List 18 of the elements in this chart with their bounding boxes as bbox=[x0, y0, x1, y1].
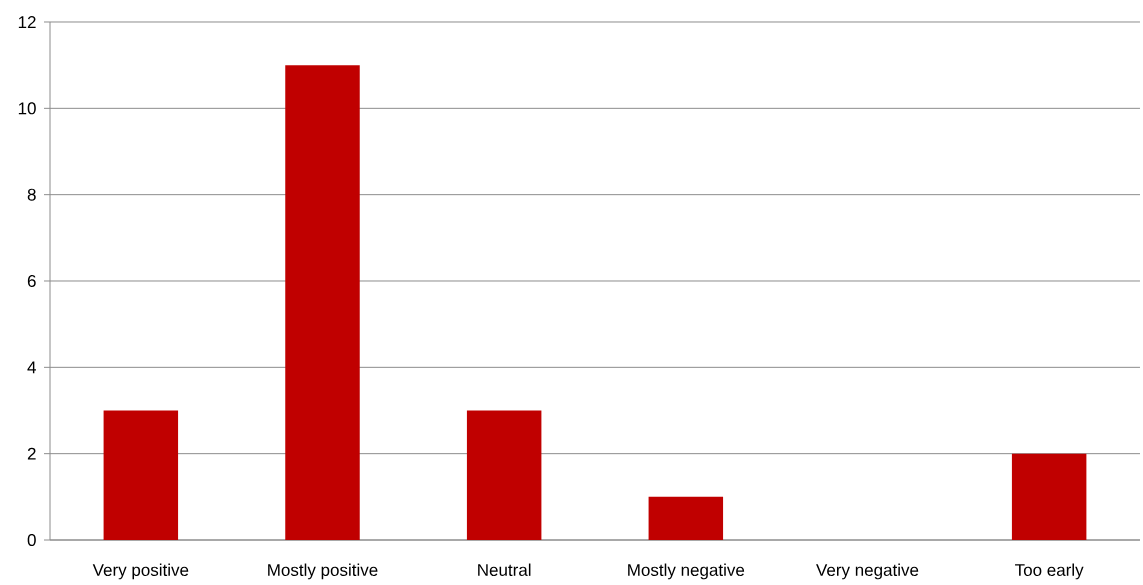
bar bbox=[1011, 453, 1087, 540]
y-tick-label: 6 bbox=[27, 274, 36, 288]
y-tick-label: 8 bbox=[27, 188, 36, 201]
x-tick-label: Very negative bbox=[816, 563, 919, 580]
x-tick-label: Mostly positive bbox=[268, 563, 378, 580]
y-tick-label: 0 bbox=[27, 533, 36, 547]
x-tick-label: Mostly negative bbox=[628, 563, 745, 580]
x-tick-label: Very positive bbox=[92, 563, 189, 580]
y-tick-label: 4 bbox=[27, 361, 36, 374]
bar bbox=[103, 410, 179, 540]
x-tick-label: Neutral bbox=[478, 563, 531, 577]
bar bbox=[466, 410, 542, 540]
y-tick-label: 10 bbox=[18, 102, 36, 115]
y-tick-label: 12 bbox=[18, 16, 36, 28]
bar bbox=[648, 496, 724, 540]
x-tick-label: Too early bbox=[1015, 563, 1084, 580]
bar bbox=[285, 65, 360, 540]
y-tick-label: 2 bbox=[27, 447, 36, 460]
